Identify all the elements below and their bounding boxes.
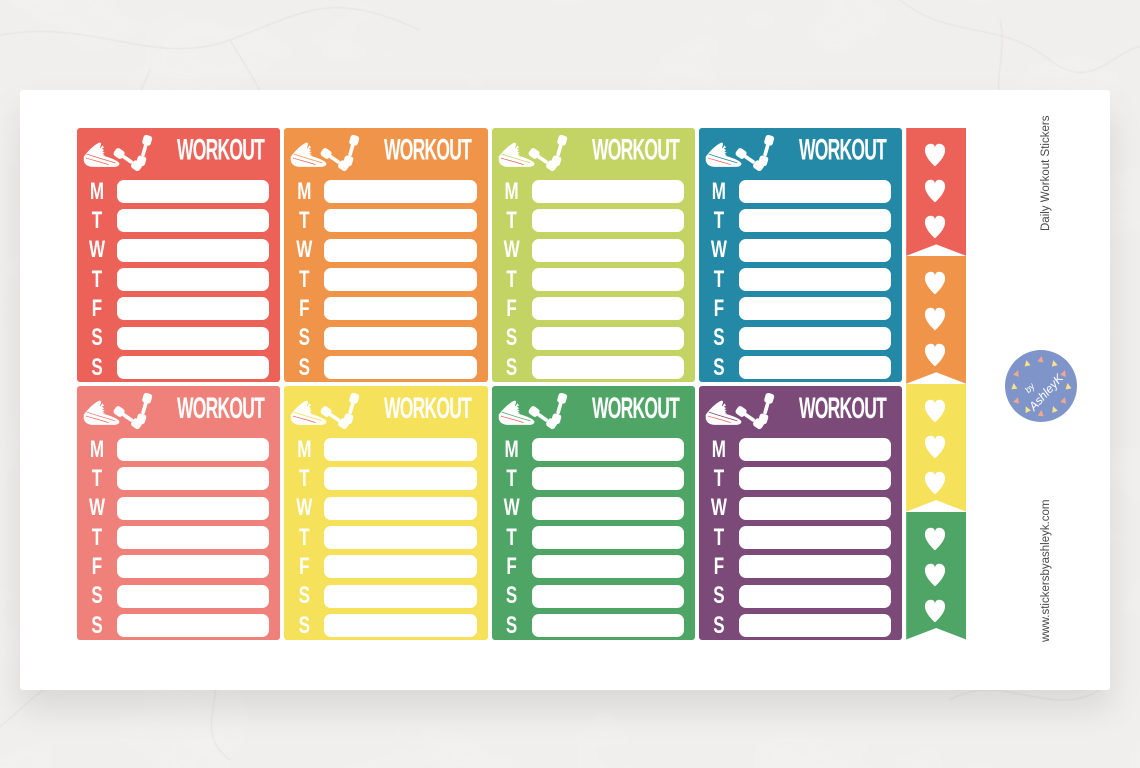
svg-text:by: by — [1023, 381, 1037, 395]
